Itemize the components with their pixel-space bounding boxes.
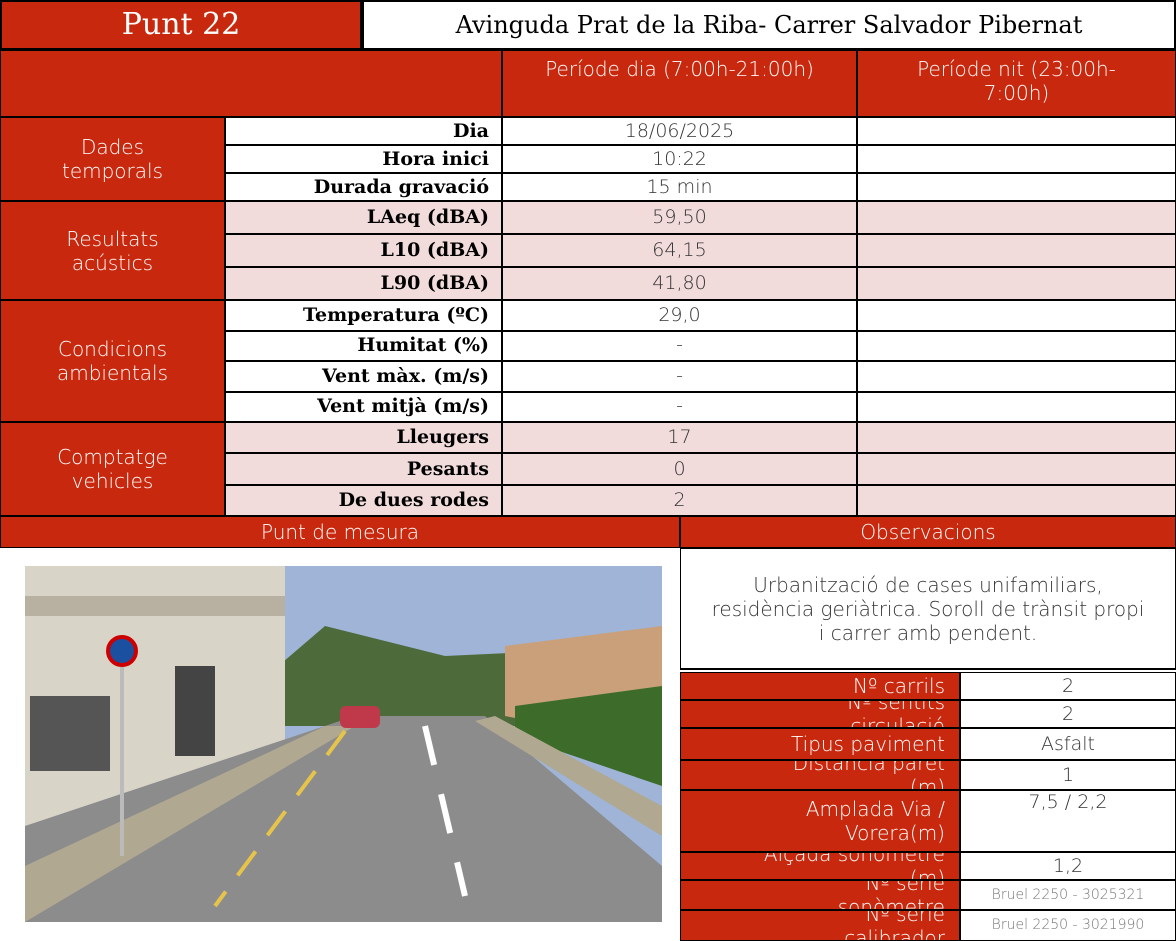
- night-value: [857, 300, 1176, 331]
- row-label: Humitat (%): [225, 330, 502, 361]
- property-label: Alçada sonòmetre (m): [680, 852, 960, 880]
- property-value: 2: [960, 700, 1176, 728]
- night-value: [857, 453, 1176, 485]
- section-label: Comptatge vehicles: [0, 422, 225, 516]
- day-value: 15 min: [502, 173, 857, 201]
- day-value: 29,0: [502, 300, 857, 331]
- property-value: Asfalt: [960, 728, 1176, 760]
- day-value: -: [502, 361, 857, 392]
- property-label: Amplada Via / Vorera(m): [680, 790, 960, 852]
- location-title: Avinguda Prat de la Riba- Carrer Salvado…: [362, 0, 1176, 50]
- night-value: [857, 117, 1176, 145]
- row-label: LAeq (dBA): [225, 201, 502, 234]
- row-label: Lleugers: [225, 422, 502, 454]
- property-value: 2: [960, 672, 1176, 700]
- observations-header: Observacions: [680, 516, 1176, 548]
- night-value: [857, 145, 1176, 173]
- row-label: Vent màx. (m/s): [225, 361, 502, 392]
- property-value: 1,2: [960, 852, 1176, 880]
- day-value: 17: [502, 422, 857, 454]
- day-value: 18/06/2025: [502, 117, 857, 145]
- photo: [25, 566, 662, 922]
- night-value: [857, 201, 1176, 234]
- row-label: L10 (dBA): [225, 234, 502, 267]
- night-value: [857, 422, 1176, 454]
- night-value: [857, 361, 1176, 392]
- night-value: [857, 173, 1176, 201]
- property-value: 7,5 / 2,2: [960, 790, 1176, 852]
- day-value: -: [502, 391, 857, 422]
- property-value: Bruel 2250 - 3021990: [960, 910, 1176, 941]
- property-label: Nº sentits circulació: [680, 700, 960, 728]
- night-value: [857, 484, 1176, 516]
- property-label: Nº sèrie calibrador: [680, 910, 960, 941]
- day-period-header: Període dia (7:00h-21:00h): [502, 50, 857, 117]
- day-value: -: [502, 330, 857, 361]
- night-value: [857, 234, 1176, 267]
- property-label: Nº carrils: [680, 672, 960, 700]
- photo-header: Punt de mesura: [0, 516, 680, 548]
- day-value: 64,15: [502, 234, 857, 267]
- night-value: [857, 267, 1176, 300]
- property-value: Bruel 2250 - 3025321: [960, 880, 1176, 910]
- row-label: Dia: [225, 117, 502, 145]
- property-label: Tipus paviment: [680, 728, 960, 760]
- day-value: 59,50: [502, 201, 857, 234]
- row-label: De dues rodes: [225, 484, 502, 516]
- day-value: 2: [502, 484, 857, 516]
- day-value: 0: [502, 453, 857, 485]
- observations-text: Urbanització de cases unifamiliars, resi…: [680, 548, 1176, 670]
- property-label: Nº sèrie sonòmetre: [680, 880, 960, 910]
- row-label: Vent mitjà (m/s): [225, 391, 502, 422]
- blank-header: [0, 50, 502, 117]
- point-title: Punt 22: [0, 0, 362, 50]
- section-label: Dades temporals: [0, 117, 225, 201]
- day-value: 10:22: [502, 145, 857, 173]
- night-value: [857, 330, 1176, 361]
- section-label: Resultats acústics: [0, 201, 225, 300]
- row-label: Pesants: [225, 453, 502, 485]
- row-label: Temperatura (ºC): [225, 300, 502, 331]
- night-value: [857, 391, 1176, 422]
- property-label: Distància paret (m): [680, 760, 960, 790]
- row-label: Hora inici: [225, 145, 502, 173]
- row-label: Durada gravació: [225, 173, 502, 201]
- property-value: 1: [960, 760, 1176, 790]
- day-value: 41,80: [502, 267, 857, 300]
- row-label: L90 (dBA): [225, 267, 502, 300]
- section-label: Condicions ambientals: [0, 300, 225, 422]
- night-period-header: Període nit (23:00h-7:00h): [857, 50, 1176, 117]
